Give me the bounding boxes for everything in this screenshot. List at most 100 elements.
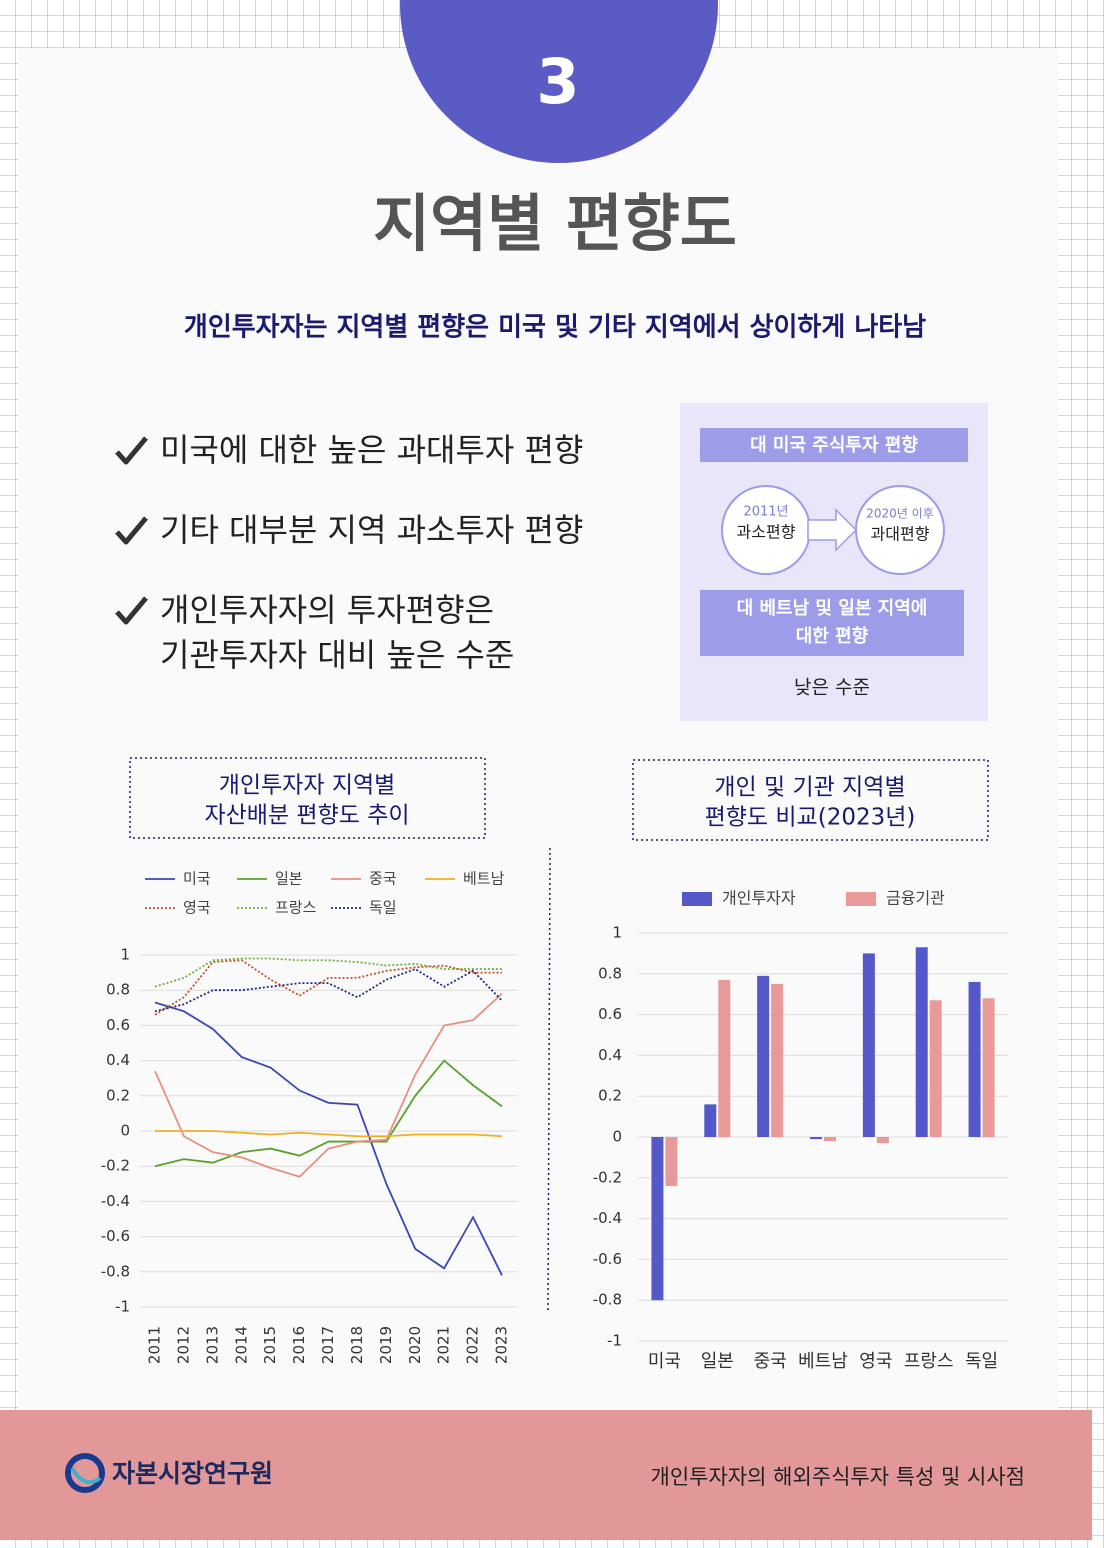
x-tick-label: 2011 (146, 1326, 164, 1364)
check-icon (115, 436, 148, 465)
from-year: 2011년 (743, 505, 788, 520)
footer-bar (0, 1410, 1092, 1540)
separator (547, 847, 551, 1311)
side-note: 낮은 수준 (794, 677, 870, 699)
x-tick-label: 2017 (319, 1326, 337, 1364)
y-tick-label: 0.4 (598, 1046, 622, 1064)
publication: 개인투자자의 해외주식투자 특성 및 시사점 (651, 1465, 1025, 1489)
bar (651, 1137, 664, 1301)
y-tick-label: 0.6 (106, 1016, 130, 1034)
series-line (154, 959, 502, 1016)
x-tick-label: 2023 (493, 1326, 511, 1364)
legend-label: 개인투자자 (722, 889, 796, 908)
bar (876, 1137, 889, 1144)
x-tick-label: 독일 (965, 1351, 998, 1372)
legend-label: 일본 (275, 870, 303, 888)
bullet-text: 미국에 대한 높은 과대투자 편향 (160, 431, 583, 469)
chart-title: 자산배분 편향도 추이 (204, 803, 409, 829)
subtitle: 개인투자자는 지역별 편향은 미국 및 기타 지역에서 상이하게 나타남 (184, 313, 926, 343)
x-tick-label: 2018 (348, 1326, 366, 1364)
y-tick-label: 0 (612, 1128, 622, 1146)
bar (982, 998, 995, 1137)
series-line (154, 1059, 503, 1168)
chart-title: 개인 및 기관 지역별 (714, 775, 905, 801)
x-tick-label: 2016 (290, 1326, 308, 1364)
series-line (154, 968, 503, 1013)
bar (862, 953, 875, 1137)
number-badge (400, 0, 718, 163)
side-heading2: 대한 편향 (796, 626, 869, 647)
y-tick-label: 0.2 (106, 1086, 130, 1104)
legend-label: 중국 (369, 870, 397, 888)
y-tick-label: -0.6 (101, 1227, 130, 1245)
y-tick-label: -0.8 (101, 1262, 130, 1280)
chart-title: 개인투자자 지역별 (219, 773, 396, 799)
legend-label: 금융기관 (886, 889, 945, 908)
y-tick-label: -0.4 (593, 1209, 622, 1227)
x-tick-label: 일본 (701, 1351, 734, 1372)
bar (810, 1137, 822, 1140)
bar (665, 1137, 678, 1186)
legend-label: 미국 (183, 870, 211, 888)
series-line (155, 1130, 503, 1138)
y-tick-label: -0.2 (593, 1168, 622, 1186)
y-tick-label: 0.8 (106, 981, 130, 999)
x-tick-label: 2021 (435, 1326, 453, 1364)
to-label: 과대편향 (871, 525, 930, 544)
side-heading: 대 미국 주식투자 편향 (750, 435, 918, 456)
bar (771, 984, 784, 1137)
bullet-text: 기관투자자 대비 높은 수준 (160, 636, 514, 674)
bar (824, 1137, 836, 1142)
legend-label: 영국 (183, 899, 211, 917)
y-tick-label: -0.6 (593, 1250, 622, 1268)
x-tick-label: 2014 (232, 1326, 250, 1364)
chart-title-box (632, 759, 989, 841)
x-tick-label: 영국 (859, 1351, 892, 1372)
bar (915, 947, 928, 1137)
to-year: 2020년 이후 (866, 507, 933, 521)
x-tick-label: 2020 (406, 1326, 424, 1364)
from-label: 과소편향 (737, 523, 796, 542)
y-tick-label: -0.2 (101, 1157, 130, 1175)
bar (968, 981, 981, 1137)
x-tick-label: 2015 (261, 1326, 279, 1364)
x-tick-label: 중국 (754, 1351, 787, 1372)
legend-label: 독일 (369, 899, 397, 917)
check-icon (115, 516, 148, 545)
panel (18, 48, 1058, 1418)
bullet-text: 기타 대부분 지역 과소투자 편향 (160, 511, 583, 549)
section-number: 3 (536, 45, 579, 118)
legend-label: 프랑스 (275, 899, 317, 917)
y-tick-label: 0.4 (106, 1051, 130, 1069)
chart-title: 편향도 비교(2023년) (705, 805, 916, 831)
series-line (154, 1001, 503, 1276)
y-tick-label: 1 (612, 924, 622, 942)
series-line (154, 993, 503, 1178)
x-tick-label: 미국 (648, 1351, 681, 1372)
bar (718, 979, 731, 1137)
y-tick-label: 0.2 (598, 1087, 622, 1105)
x-tick-label: 프랑스 (904, 1351, 954, 1372)
x-tick-label: 2012 (174, 1326, 192, 1364)
y-tick-label: -0.4 (101, 1192, 130, 1210)
legend-swatch (682, 892, 712, 906)
side-heading2-bar (700, 590, 964, 656)
y-tick-label: 0.8 (598, 964, 622, 982)
bullet-text: 개인투자자의 투자편향은 (160, 591, 494, 629)
side-heading-bar (700, 428, 968, 462)
x-tick-label: 2022 (464, 1326, 482, 1364)
x-tick-label: 2019 (377, 1326, 395, 1364)
x-tick-label: 2013 (203, 1326, 221, 1364)
arrow (807, 508, 858, 552)
check-icon (115, 596, 148, 625)
bar (757, 975, 770, 1137)
y-tick-label: 1 (120, 946, 130, 964)
series-line (154, 957, 502, 988)
logo-accent (70, 1466, 102, 1485)
organization: 자본시장연구원 (112, 1459, 273, 1488)
y-tick-label: -0.8 (593, 1291, 622, 1309)
bar (704, 1104, 717, 1137)
side-heading2: 대 베트남 및 일본 지역에 (737, 598, 928, 619)
